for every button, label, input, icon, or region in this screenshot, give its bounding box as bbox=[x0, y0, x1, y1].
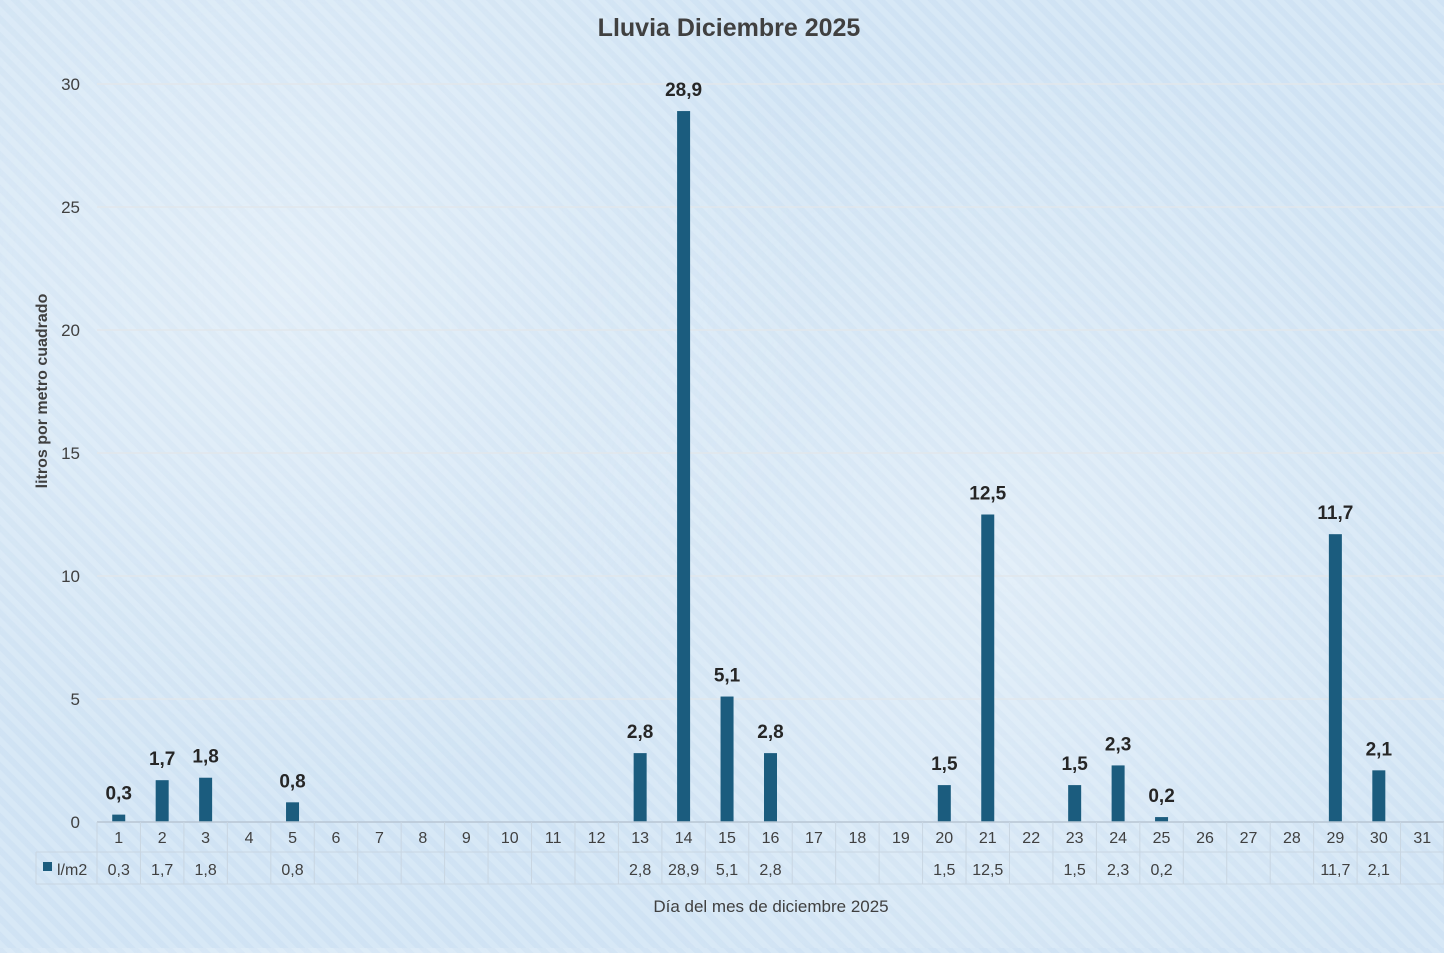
x-tick-label: 5 bbox=[288, 830, 297, 847]
table-cell-value: 2,8 bbox=[759, 862, 781, 879]
x-tick-label: 23 bbox=[1066, 830, 1084, 847]
legend-series-name: l/m2 bbox=[57, 862, 87, 879]
x-tick-label: 6 bbox=[332, 830, 341, 847]
bar bbox=[677, 111, 691, 822]
y-axis-title: litros por metro cuadrado bbox=[34, 293, 51, 488]
x-tick-label: 18 bbox=[849, 830, 867, 847]
data-label: 2,8 bbox=[627, 722, 653, 743]
table-cell-value: 1,5 bbox=[1064, 862, 1086, 879]
x-tick-label: 20 bbox=[935, 830, 953, 847]
data-label: 2,3 bbox=[1105, 734, 1131, 755]
x-tick-label: 7 bbox=[375, 830, 384, 847]
y-tick-label: 30 bbox=[61, 75, 80, 94]
bar bbox=[1155, 817, 1169, 822]
x-tick-label: 11 bbox=[545, 830, 562, 847]
bar bbox=[1068, 785, 1082, 822]
table-cell-value: 1,7 bbox=[151, 862, 173, 879]
data-label: 0,2 bbox=[1148, 786, 1174, 807]
bar bbox=[286, 802, 300, 822]
data-label: 12,5 bbox=[969, 484, 1006, 505]
bar bbox=[199, 777, 213, 822]
x-tick-label: 19 bbox=[892, 830, 910, 847]
x-tick-label: 13 bbox=[631, 830, 649, 847]
x-tick-label: 15 bbox=[718, 830, 736, 847]
x-tick-label: 27 bbox=[1240, 830, 1258, 847]
x-axis-title: Día del mes de diciembre 2025 bbox=[653, 897, 888, 916]
x-tick-label: 1 bbox=[114, 830, 123, 847]
data-label: 11,7 bbox=[1317, 503, 1353, 524]
data-labels: 0,3 1,7 1,8 0,8 2,8 28,9 5,1 2,8 1,5 12,5 1,5 2,3 0,… bbox=[106, 80, 1393, 807]
gridlines bbox=[97, 83, 1444, 700]
table-cell-value: 11,7 bbox=[1320, 862, 1350, 879]
data-label: 2,1 bbox=[1366, 739, 1393, 760]
data-label: 28,9 bbox=[665, 80, 702, 101]
bar bbox=[764, 753, 777, 822]
x-tick-label: 12 bbox=[588, 830, 606, 847]
data-label: 1,5 bbox=[1061, 754, 1088, 775]
x-tick-label: 9 bbox=[462, 830, 471, 847]
x-tick-label: 30 bbox=[1370, 830, 1388, 847]
y-tick-label: 10 bbox=[61, 567, 80, 586]
data-table: 1 0,3 2 1,7 3 1,8 4 5 0,8 6 7 8 9 10 11 12 13 2,8 14 28,9 15… bbox=[35, 821, 1444, 885]
x-tick-label: 14 bbox=[675, 830, 693, 847]
table-cell-value: 0,2 bbox=[1150, 862, 1172, 879]
x-tick-label: 8 bbox=[418, 830, 427, 847]
legend-swatch bbox=[43, 862, 52, 871]
x-tick-label: 2 bbox=[158, 830, 167, 847]
x-tick-label: 29 bbox=[1326, 830, 1344, 847]
table-cell-value: 2,3 bbox=[1107, 862, 1129, 879]
bars bbox=[112, 111, 1386, 822]
y-tick-label: 25 bbox=[61, 198, 80, 217]
table-cell-value: 0,3 bbox=[108, 862, 130, 879]
data-label: 1,5 bbox=[931, 754, 958, 775]
x-tick-label: 22 bbox=[1022, 830, 1040, 847]
bar bbox=[1111, 765, 1125, 822]
y-tick-label: 20 bbox=[61, 321, 80, 340]
x-tick-label: 10 bbox=[501, 830, 519, 847]
x-tick-label: 31 bbox=[1413, 830, 1431, 847]
data-label: 2,8 bbox=[757, 722, 783, 743]
bar bbox=[720, 696, 734, 822]
data-label: 1,7 bbox=[149, 749, 175, 770]
data-label: 0,8 bbox=[279, 771, 305, 792]
x-tick-label: 4 bbox=[245, 830, 254, 847]
bar bbox=[633, 753, 647, 822]
x-tick-label: 28 bbox=[1283, 830, 1301, 847]
x-tick-label: 3 bbox=[201, 830, 210, 847]
chart-title: Lluvia Diciembre 2025 bbox=[598, 14, 861, 42]
x-tick-label: 24 bbox=[1109, 830, 1127, 847]
bar bbox=[155, 780, 169, 822]
table-cell-value: 2,1 bbox=[1368, 862, 1390, 879]
y-tick-label: 15 bbox=[61, 444, 80, 463]
table-cell-value: 5,1 bbox=[716, 862, 738, 879]
table-cell-value: 0,8 bbox=[281, 862, 303, 879]
table-cell-value: 2,8 bbox=[629, 862, 651, 879]
table-cell-value: 28,9 bbox=[668, 862, 699, 879]
table-cell-value: 1,5 bbox=[933, 862, 955, 879]
x-tick-label: 26 bbox=[1196, 830, 1214, 847]
bar bbox=[937, 785, 951, 822]
y-tick-label: 5 bbox=[71, 690, 80, 709]
table-cell-value: 12,5 bbox=[972, 862, 1003, 879]
bar bbox=[1372, 770, 1386, 822]
y-axis-ticks: 0 5 10 15 20 25 30 bbox=[61, 75, 80, 832]
bar bbox=[1328, 534, 1342, 822]
data-label: 1,8 bbox=[192, 747, 218, 768]
bar bbox=[112, 814, 126, 822]
data-label: 5,1 bbox=[714, 666, 741, 687]
bar bbox=[981, 514, 995, 822]
x-tick-label: 17 bbox=[805, 830, 823, 847]
table-cell-value: 1,8 bbox=[195, 862, 217, 879]
x-tick-label: 21 bbox=[979, 830, 997, 847]
y-tick-label: 0 bbox=[71, 813, 80, 832]
data-label: 0,3 bbox=[106, 784, 132, 805]
x-tick-label: 25 bbox=[1153, 830, 1171, 847]
x-tick-label: 16 bbox=[762, 830, 780, 847]
